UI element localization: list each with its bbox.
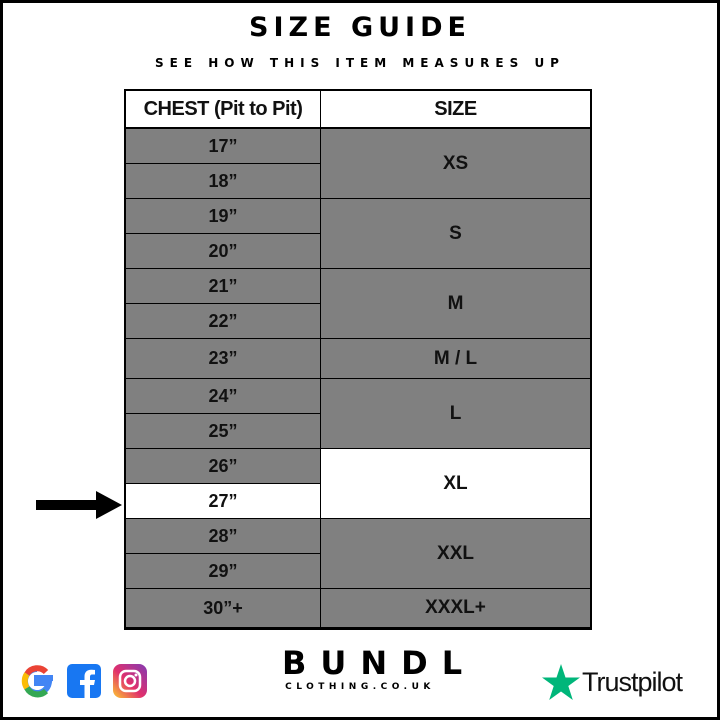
brand-subtitle: CLOTHING.CO.UK xyxy=(285,682,435,692)
google-icon[interactable] xyxy=(20,664,54,698)
chest-cell: 17” xyxy=(126,129,321,164)
chest-cell: 30”+ xyxy=(126,589,321,628)
chest-cell: 27” xyxy=(126,484,321,519)
chest-cell: 18” xyxy=(126,164,321,199)
size-cell: XXL xyxy=(321,519,590,589)
chest-cell: 24” xyxy=(126,379,321,414)
page-subtitle: SEE HOW THIS ITEM MEASURES UP xyxy=(155,56,565,70)
page-title: SIZE GUIDE xyxy=(249,12,471,43)
chest-cell: 19” xyxy=(126,199,321,234)
chest-cell: 22” xyxy=(126,304,321,339)
size-cell: XS xyxy=(321,129,590,199)
size-table: CHEST (Pit to Pit) SIZE 17” 18” 19” 20” 21” 2… xyxy=(124,89,592,630)
chest-cell: 29” xyxy=(126,554,321,589)
brand-name: BUNDL xyxy=(282,644,477,682)
size-cell: XXXL+ xyxy=(321,589,590,628)
chest-cell: 21” xyxy=(126,269,321,304)
brand-logo: BUNDL CLOTHING.CO.UK xyxy=(270,644,477,692)
header-chest: CHEST (Pit to Pit) xyxy=(126,91,321,129)
header-size: SIZE xyxy=(321,91,590,129)
chest-cell: 28” xyxy=(126,519,321,554)
trustpilot-star-icon xyxy=(542,664,580,700)
size-cell: M / L xyxy=(321,339,590,379)
chest-cell: 23” xyxy=(126,339,321,379)
chest-cell: 20” xyxy=(126,234,321,269)
size-cell: S xyxy=(321,199,590,269)
size-cell: L xyxy=(321,379,590,449)
size-cell: XL xyxy=(321,449,590,519)
instagram-icon[interactable] xyxy=(113,664,147,698)
facebook-icon[interactable] xyxy=(67,664,101,698)
size-cell: M xyxy=(321,269,590,339)
arrow-right-icon xyxy=(36,491,122,519)
chest-cell: 26” xyxy=(126,449,321,484)
trustpilot-logo[interactable]: Trustpilot xyxy=(542,664,683,700)
trustpilot-text: Trustpilot xyxy=(582,666,683,697)
chest-cell: 25” xyxy=(126,414,321,449)
